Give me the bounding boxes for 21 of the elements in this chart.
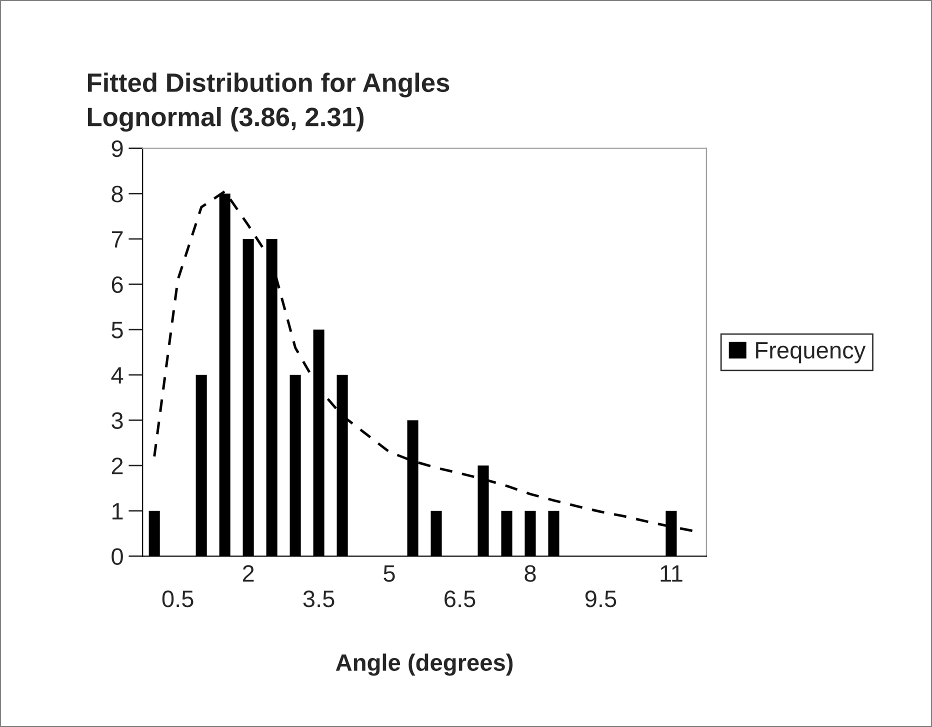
x-tick-label: 9.5: [585, 590, 616, 608]
x-tick-label: 0.5: [162, 590, 194, 608]
y-tick-label: 8: [112, 186, 123, 202]
x-tick-label: 8: [524, 565, 536, 582]
y-tick-label: 4: [111, 367, 124, 384]
y-tick-label: 5: [112, 322, 123, 338]
legend-label: Frequency: [756, 342, 866, 364]
chart-title: Fitted Distribution for Angles Lognormal (3.86, 2.31): [88, 72, 450, 132]
y-tick-label: 1: [112, 503, 123, 520]
y-tick-label: 2: [112, 458, 123, 474]
x-tick-label: 11: [660, 565, 682, 582]
x-tick-label: 3.5: [303, 590, 334, 608]
y-tick-label: 3: [112, 412, 123, 429]
x-tick-label: 5: [384, 565, 395, 582]
y-tick-label: 7: [112, 231, 123, 248]
y-tick-label: 0: [112, 548, 123, 565]
y-tick-label: 6: [112, 276, 123, 294]
x-tick-label: 2: [242, 565, 254, 582]
y-tick-label: 9: [112, 140, 123, 158]
x-tick-label: 6.5: [444, 590, 476, 608]
x-axis-title: Angle (degrees): [336, 654, 513, 676]
